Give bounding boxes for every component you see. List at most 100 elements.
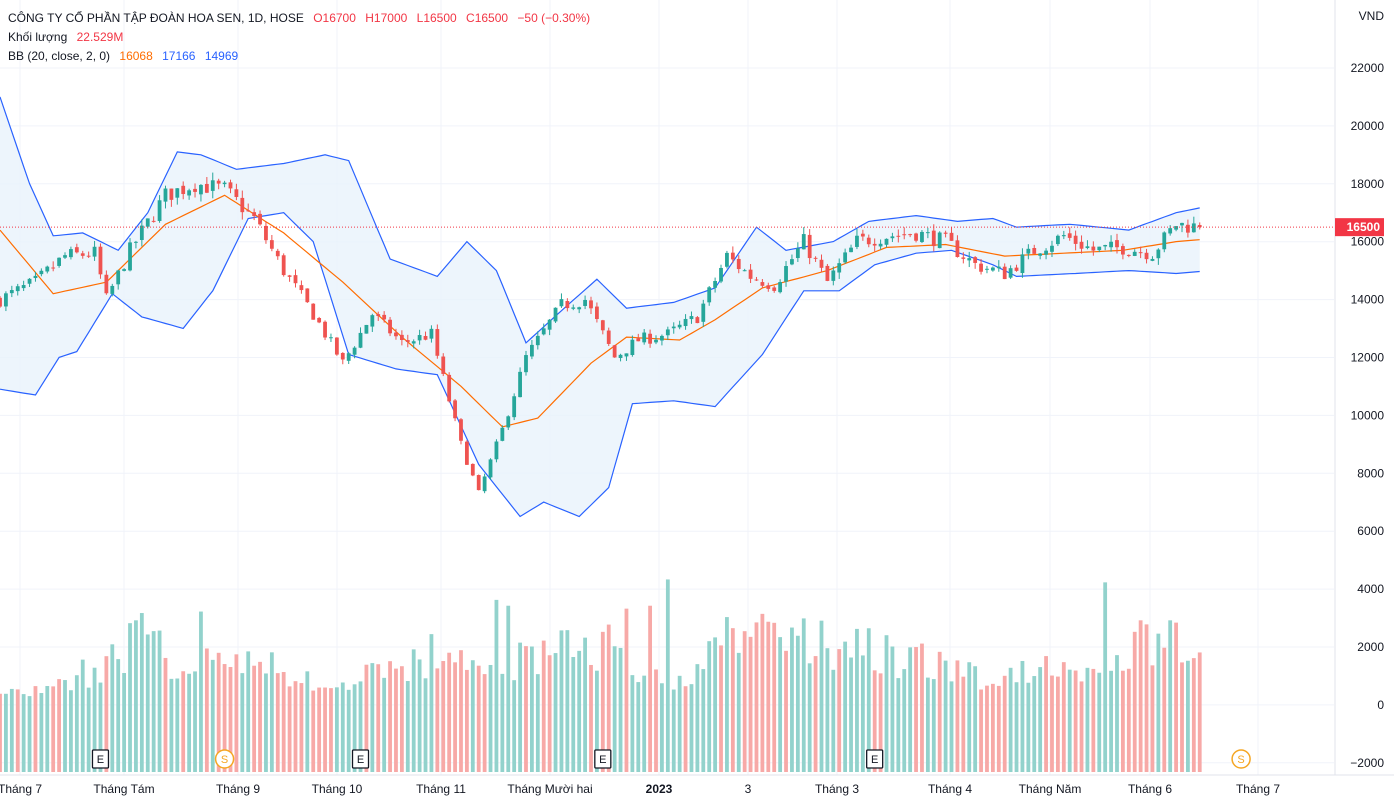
split-marker[interactable]: S (214, 749, 235, 769)
candle-body (399, 334, 404, 341)
volume-bar (1115, 655, 1119, 772)
candle-body (287, 275, 292, 277)
candle (908, 233, 913, 238)
candle-body (151, 220, 156, 222)
candle-body (175, 188, 180, 198)
split-marker[interactable]: S (1231, 749, 1251, 769)
volume-bar (388, 661, 392, 772)
candle (287, 274, 292, 282)
symbol-title[interactable]: CÔNG TY CỔ PHẦN TẬP ĐOÀN HOA SEN, 1D, HO… (8, 11, 304, 25)
volume-bar (636, 682, 641, 772)
candle (843, 248, 848, 264)
volume-bar (216, 652, 221, 772)
candle-body (973, 257, 978, 263)
volume-bar (860, 655, 865, 772)
volume-bar (701, 669, 706, 772)
candle-body (1073, 235, 1078, 244)
earnings-marker[interactable]: E (866, 749, 884, 769)
price-tick-label: −2000 (1350, 756, 1384, 770)
bb-label[interactable]: BB (20, close, 2, 0) (8, 49, 111, 63)
volume-bar (1085, 667, 1090, 772)
volume-bar (612, 646, 617, 772)
time-tick-label: 2023 (646, 782, 673, 796)
candle-body (482, 476, 487, 492)
volume-bar (985, 685, 989, 772)
volume-bar (866, 628, 871, 772)
candle-body (559, 299, 564, 307)
candle-body (74, 247, 79, 253)
volume-bar (973, 666, 978, 772)
candle-body (665, 329, 670, 336)
volume-bar (435, 668, 440, 772)
volume-bar (163, 657, 168, 772)
time-tick-label: Tháng Mười hai (507, 782, 592, 796)
volume-bar (459, 650, 463, 772)
volume-bar (766, 621, 771, 772)
candle (967, 251, 972, 268)
candle (33, 271, 38, 282)
candle (1150, 256, 1155, 262)
volume-bar (849, 657, 853, 772)
candle-body (766, 285, 771, 289)
candle-body (577, 307, 582, 310)
time-tick-label: 3 (745, 782, 752, 796)
volume-bar (199, 611, 203, 772)
volume-bar (51, 686, 56, 772)
candle-body (323, 321, 327, 338)
candle-body (719, 267, 723, 282)
candle-body (1168, 228, 1173, 234)
volume-bar (464, 669, 469, 772)
volume-bar (405, 681, 410, 772)
volume-bar (9, 688, 14, 772)
candle (985, 265, 989, 274)
candle (1126, 254, 1131, 258)
candle-body (63, 255, 67, 258)
candle-body (742, 270, 747, 272)
split-label: S (1237, 754, 1244, 766)
earnings-marker[interactable]: E (594, 749, 612, 769)
candle-body (210, 180, 215, 191)
candle (323, 320, 327, 341)
time-axis[interactable]: Tháng 7 Tháng Tám Tháng 9 Tháng 10 Tháng 11 T… (0, 774, 1394, 805)
volume-bar (423, 678, 428, 772)
candle-body (199, 184, 203, 195)
volume-bar (931, 679, 936, 772)
candle-body (955, 240, 960, 258)
volume-bar (1044, 656, 1048, 772)
candle-body (553, 307, 558, 322)
candle-body (778, 282, 783, 293)
volume-bar (872, 670, 877, 772)
volume-bar (1061, 662, 1066, 772)
candle-body (80, 253, 85, 256)
candle (896, 229, 901, 243)
volume-bar (961, 676, 966, 772)
price-tick-label: 20000 (1351, 119, 1385, 133)
candle-body (417, 335, 422, 341)
price-axis[interactable]: VND2200020000180001600014000120001000080… (1334, 0, 1394, 775)
volume-bar (518, 642, 522, 772)
candle (642, 329, 647, 345)
candle-body (1002, 266, 1007, 280)
candle (795, 242, 800, 262)
volume-bar (725, 617, 729, 772)
earnings-box (866, 749, 884, 769)
candle-body (784, 266, 788, 282)
volume-bar (441, 661, 446, 772)
candle (654, 335, 658, 345)
candle (1091, 241, 1096, 256)
volume-bar (358, 681, 363, 772)
earnings-marker[interactable]: E (351, 749, 370, 769)
candle-body (240, 197, 245, 213)
candle (624, 353, 629, 361)
candle-body (429, 328, 434, 339)
volume-value: 22.529M (76, 30, 124, 44)
earnings-marker[interactable]: E (91, 749, 110, 769)
last-price-badge: 16500 (1335, 218, 1384, 237)
volume-label[interactable]: Khối lượng (8, 30, 68, 44)
volume-bar (27, 696, 32, 772)
candle (1073, 230, 1078, 251)
candle-body (317, 318, 322, 323)
candle-body (139, 225, 144, 240)
candle-body (837, 263, 842, 273)
